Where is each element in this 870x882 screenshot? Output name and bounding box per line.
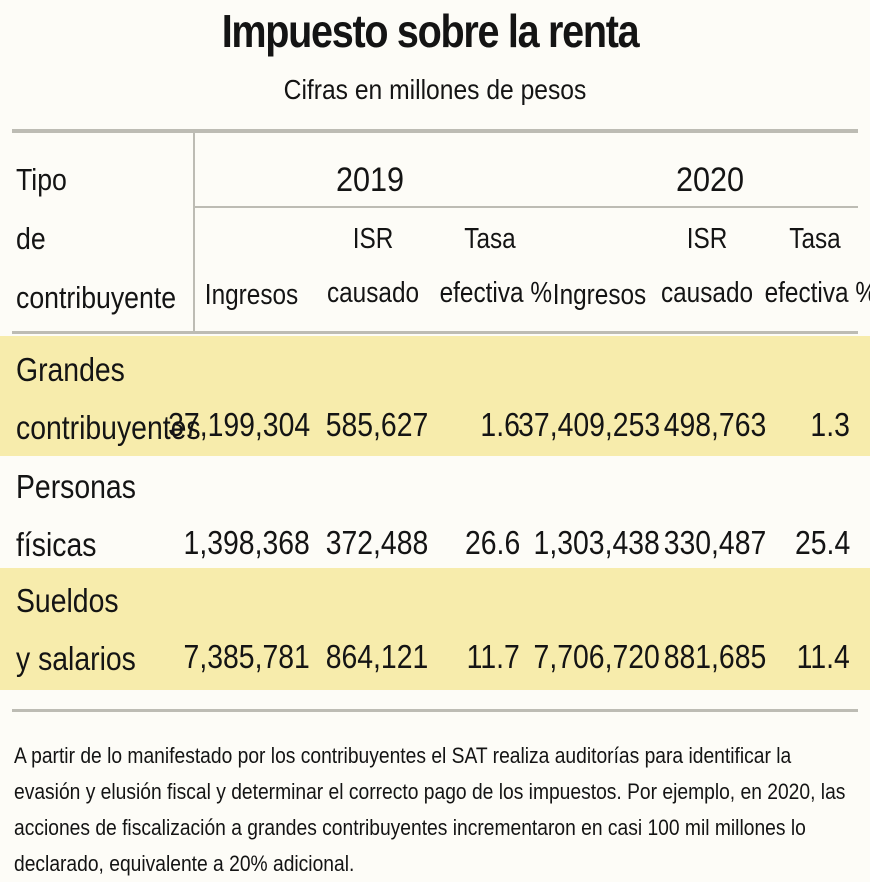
col-isr-2019: ISR causado: [327, 212, 419, 320]
col-ingresos-2020: Ingresos: [552, 268, 647, 322]
row-label-line: Personas: [16, 468, 136, 505]
top-rule: [12, 129, 858, 133]
cell-sueldos-tasa-2020: 11.4: [796, 638, 850, 675]
page-subtitle: Cifras en millones de pesos: [283, 74, 587, 105]
row-label-line: contribuyentes: [16, 409, 201, 446]
cell-grandes-ingresos-2019: 37,199,304: [167, 406, 310, 443]
cell-personas-isr-2019: 372,488: [325, 524, 428, 561]
row-label-sueldos: Sueldos y salarios: [16, 572, 136, 688]
row-label-line: y salarios: [16, 640, 136, 677]
cell-grandes-isr-2020: 498,763: [663, 406, 766, 443]
row-label-line: Sueldos: [16, 582, 119, 619]
type-header-line: contribuyente: [16, 280, 177, 315]
header-bottom-rule: [12, 331, 858, 334]
cell-sueldos-ingresos-2020: 7,706,720: [533, 638, 660, 675]
cell-sueldos-isr-2019: 864,121: [325, 638, 428, 675]
cell-grandes-ingresos-2020: 37,409,253: [517, 406, 660, 443]
row-label-line: Grandes: [16, 351, 125, 388]
year-2020-header: 2020: [675, 161, 745, 199]
cell-sueldos-ingresos-2019: 7,385,781: [183, 638, 310, 675]
row-label-personas: Personas físicas: [16, 458, 136, 574]
type-header-line: Tipo: [16, 162, 67, 197]
col-header-line: efectiva %: [764, 277, 870, 309]
col-header-line: causado: [660, 277, 754, 309]
cell-grandes-tasa-2020: 1.3: [810, 406, 850, 443]
type-header: Tipo de contribuyente: [16, 150, 176, 327]
col-tasa-2020: Tasa efectiva %: [764, 212, 870, 320]
cell-grandes-tasa-2019: 1.6: [480, 406, 520, 443]
year-2019-header: 2019: [335, 161, 405, 199]
col-header-line: Ingresos: [204, 279, 299, 311]
col-header-line: Ingresos: [552, 279, 647, 311]
col-ingresos-2019: Ingresos: [204, 268, 299, 322]
header-vertical-divider: [193, 133, 195, 333]
col-header-line: ISR: [352, 223, 394, 255]
col-header-line: Tasa: [789, 223, 841, 255]
row-label-grandes: Grandes contribuyentes: [16, 341, 201, 457]
col-header-line: efectiva %: [439, 277, 552, 309]
cell-sueldos-isr-2020: 881,685: [663, 638, 766, 675]
bottom-rule: [12, 709, 858, 712]
row-label-line: físicas: [16, 526, 97, 563]
col-isr-2020: ISR causado: [661, 212, 753, 320]
cell-personas-ingresos-2020: 1,303,438: [533, 524, 660, 561]
cell-grandes-isr-2019: 585,627: [325, 406, 428, 443]
row-band-sueldos: [0, 568, 870, 690]
cell-personas-tasa-2019: 26.6: [464, 524, 520, 561]
cell-sueldos-tasa-2019: 11.7: [466, 638, 520, 675]
cell-personas-isr-2020: 330,487: [663, 524, 766, 561]
col-tasa-2019: Tasa efectiva %: [439, 212, 552, 320]
col-header-line: Tasa: [464, 223, 516, 255]
col-header-line: ISR: [686, 223, 728, 255]
page-title: Impuesto sobre la renta: [221, 5, 640, 57]
row-band-grandes: [0, 336, 870, 456]
cell-personas-ingresos-2019: 1,398,368: [183, 524, 310, 561]
cell-personas-tasa-2020: 25.4: [794, 524, 850, 561]
footnote: A partir de lo manifestado por los contr…: [14, 743, 846, 876]
type-header-line: de: [16, 221, 46, 256]
col-header-line: causado: [326, 277, 420, 309]
year-underline: [195, 206, 858, 208]
